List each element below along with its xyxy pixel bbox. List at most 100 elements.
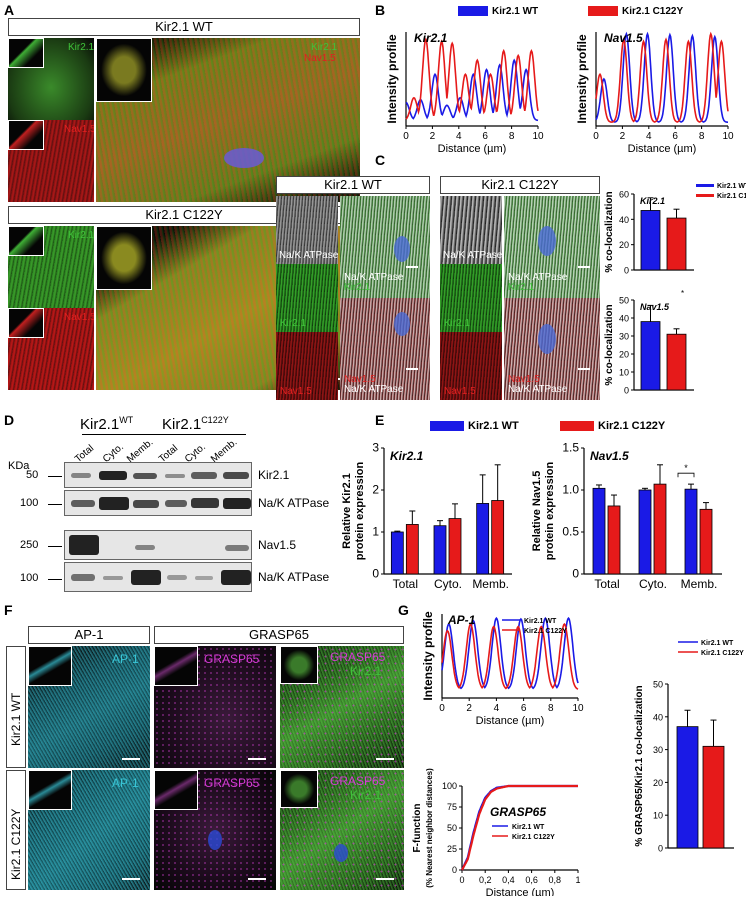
x-tick-label: 6 [521,703,527,714]
panel-a-mut-kir-inset [8,226,44,256]
y-tick-label: 3 [372,441,379,455]
panel-f-ap1-header: AP-1 [28,626,150,644]
panel-c-mut-header: Kir2.1 C122Y [440,176,600,194]
panel-label-g: G [398,602,409,618]
marker-tick [48,546,62,547]
x-category-label: Total [393,577,418,591]
chart-title: AP-1 [447,613,476,627]
panel-c-wt-header: Kir2.1 WT [276,176,430,194]
x-tick-label: 10 [572,703,584,714]
legend-label-wt: Kir2.1 WT [701,640,734,647]
panel-a-wt-merge-image: Kir2.1 Nav1.5 [96,38,360,202]
panel-f-mut-grasp-image: GRASP65 [154,770,276,890]
bar-mut [607,505,621,575]
y-tick-label: 0 [452,865,457,875]
scalebar [578,266,590,268]
x-tick-label: 2 [430,131,436,142]
panel-a-wt-kir-label: Kir2.1 [68,42,94,53]
x-tick-label: 0 [403,131,409,142]
panel-d-blot-kir [64,462,252,488]
bar-wt [684,488,698,575]
inset [28,646,72,686]
y-tick-label: 10 [619,368,629,378]
y-axis-label: Relative Nav1.5 [531,471,543,552]
panel-c-wt-merge2-nak: Na/K ATPase [344,384,404,395]
x-tick-label: 0,6 [525,875,538,885]
panel-f-row-wt-box [6,646,26,768]
x-tick-label: 10 [532,131,544,142]
scalebar [578,368,590,370]
panel-f-wt-ap1-label: AP-1 [112,652,139,666]
x-axis-label: Distance (µm) [438,143,507,155]
chart-title: Kir2.1 [414,31,448,45]
panel-d-marker-2: 250 [20,539,39,551]
panel-c-wt-nak-label: Na/K ATPase [279,250,338,261]
x-tick-label: 6 [482,131,488,142]
panel-d-band-kir: Kir2.1 [258,468,290,482]
y-tick-label: 50 [619,296,629,306]
lane-label: Memb. [124,436,156,465]
lane-label: Memb. [208,436,240,465]
panel-d-blot-nav [64,530,252,560]
bar-wt [640,321,661,391]
panel-c-mut-merge2-nak: Na/K ATPase [508,384,568,395]
group-label: Kir2.1 [80,416,120,433]
x-axis-label: Distance (µm) [486,887,555,896]
legend-label-wt: Kir2.1 WT [524,618,557,625]
bar-mut [491,500,505,575]
y-axis-label: protein expression [354,462,366,561]
panel-a-mut-nav-label: Nav1.5 [64,312,94,323]
panel-f-row-wt-label: Kir2.1 WT [9,692,23,746]
panel-a-wt-kir-inset [8,38,44,68]
y-tick-label: 20 [653,778,663,788]
legend-label: Kir2.1 C122Y [598,420,666,432]
panel-d-band-nav: Nav1.5 [258,538,297,552]
panel-c-mut-merge1-image: Na/K ATPase Kir2.1 [504,196,600,298]
y-tick-label: 1 [372,525,379,539]
x-tick-label: 0,2 [479,875,492,885]
y-tick-label: 60 [619,190,629,200]
y-tick-label: 0 [372,567,379,581]
panel-f-mut-ap1-label: AP-1 [112,776,139,790]
y-axis-label: % co-localization [604,304,615,385]
panel-d-group-line-mut [164,434,246,435]
x-axis-label: Distance (µm) [476,715,545,727]
panel-c-mut-kir-image: Kir2.1 [440,264,502,332]
panel-b-legend-mut: Kir2.1 C122Y [588,6,683,17]
marker-tick [48,476,62,477]
panel-label-c: C [375,152,386,168]
panel-d-marker-0: 50 [26,469,39,481]
y-axis-label: Relative Kir2.1 [341,473,353,549]
inset [280,646,318,684]
inset [154,646,198,686]
panel-c-mut-merge1-nak: Na/K ATPase [508,272,568,283]
y-axis-label: protein expression [544,462,556,561]
scalebar [248,878,266,880]
panel-c-wt-kir-label: Kir2.1 [280,318,307,329]
scalebar [248,758,266,760]
series-line-mut [441,622,579,690]
panel-c-wt-merge1-nak: Na/K ATPase [344,272,404,283]
y-tick-label: 20 [619,240,629,250]
chart-title: Kir2.1 [640,196,665,206]
x-tick-label: 4 [494,703,500,714]
panel-c-wt-nav-image: Nav1.5 [276,332,338,400]
bar-mut [666,333,687,391]
bar-mut [653,483,667,575]
x-tick-label: 8 [699,131,705,142]
panel-d-group-line-wt [82,434,164,435]
y-tick-label: 30 [653,745,663,755]
y-axis-label: F-function [412,804,423,853]
legend-swatch [458,6,488,17]
panel-d-blot-nak2 [64,562,252,592]
panel-f-wt-merge-kir: Kir2.1 [350,664,382,678]
legend-label-wt: Kir2.1 WT [512,824,545,831]
y-axis-label: Intensity profile [575,34,589,124]
y-tick-label: 1.0 [562,483,579,497]
panel-d-kda-label: KDa [8,460,30,472]
panel-a-wt-merge-nav: Nav1.5 [304,53,336,64]
x-category-label: Cyto. [434,577,462,591]
legend-label-mut: Kir2.1 C122Y [524,628,567,635]
panel-a-mut-merge-inset [96,226,152,290]
y-tick-label: 40 [619,314,629,324]
